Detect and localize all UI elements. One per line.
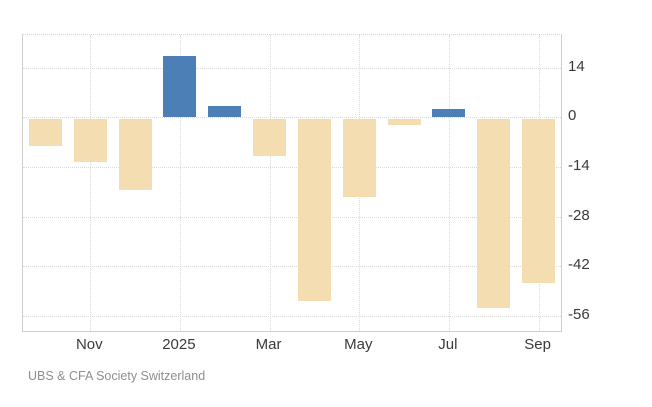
x-tick-label-2025: 2025 xyxy=(162,336,196,353)
gridline-x-Jul xyxy=(448,35,450,331)
y-tick-label--56: -56 xyxy=(568,306,590,324)
bar-Aug xyxy=(477,118,511,309)
gridline-y-14 xyxy=(23,67,561,69)
bar-Jun xyxy=(387,118,421,126)
y-tick-label--28: -28 xyxy=(568,206,590,224)
bar-Jul xyxy=(432,108,466,118)
x-tick-label-Mar: Mar xyxy=(255,336,282,353)
gridline-x-Mar xyxy=(269,35,271,331)
gridline-y--28 xyxy=(23,216,561,218)
bar-Feb xyxy=(208,106,242,118)
source-attribution: UBS & CFA Society Switzerland xyxy=(28,369,206,383)
bar-May xyxy=(342,118,376,198)
gridline-y-0 xyxy=(23,117,561,119)
gridline-x-Nov xyxy=(90,35,92,331)
bar-Dec xyxy=(118,118,152,191)
gridline-x-2025 xyxy=(179,35,181,331)
gridline-y--42 xyxy=(23,266,561,268)
gridline-y--56 xyxy=(23,316,561,318)
y-tick-label--14: -14 xyxy=(568,157,590,174)
bar-Oct xyxy=(28,118,62,146)
bar-Mar xyxy=(253,118,287,157)
plot-area xyxy=(22,34,562,332)
y-tick-label--42: -42 xyxy=(568,256,590,274)
y-tick-label-0: 0 xyxy=(568,107,577,125)
gridline-y--14 xyxy=(23,167,561,168)
y-tick-label-14: 14 xyxy=(568,57,585,75)
bar-Apr xyxy=(297,118,331,302)
x-tick-label-Nov: Nov xyxy=(75,336,103,353)
x-tick-label-May: May xyxy=(344,336,373,353)
bar-Nov xyxy=(73,118,107,163)
x-tick-label-Sep: Sep xyxy=(524,336,551,353)
bar-2025 xyxy=(163,56,197,118)
x-tick-label-Jul: Jul xyxy=(438,336,458,353)
bar-Sep xyxy=(522,118,556,284)
